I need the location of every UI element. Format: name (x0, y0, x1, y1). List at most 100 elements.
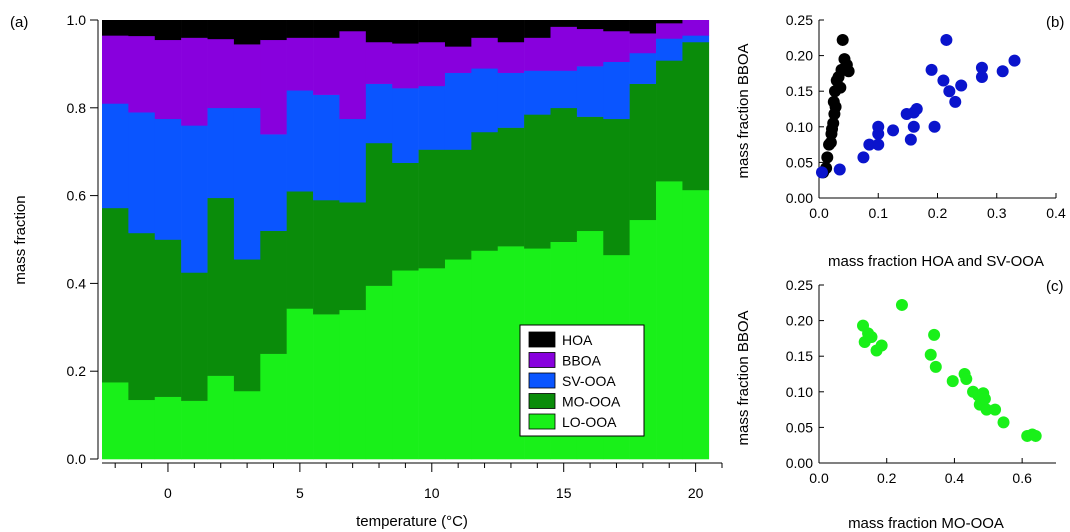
panel-b-points (815, 33, 1021, 179)
bar-hoa--2 (102, 20, 129, 36)
bar-lo-ooa-11 (444, 259, 472, 460)
bar-mo-ooa-7 (339, 202, 367, 311)
bar-sv-ooa-18 (629, 52, 657, 84)
panel-c-point-mo-ooa (997, 416, 1010, 429)
panel-b-point-hoa (836, 33, 849, 46)
bar-sv-ooa-6 (313, 94, 340, 201)
panel-c-point-mo-ooa (1029, 429, 1042, 442)
bar-bboa-9 (392, 43, 419, 89)
bar-lo-ooa-7 (339, 309, 367, 460)
panel-c-point-mo-ooa (960, 372, 973, 385)
bar-hoa-3 (233, 20, 261, 45)
panel-b-x-axis-label: mass fraction HOA and SV-OOA (828, 253, 1044, 270)
bar-bboa--2 (102, 35, 129, 104)
panel-c-point-mo-ooa (980, 403, 993, 416)
panel-b-y-tick-label: 0.10 (786, 119, 813, 135)
panel-c: (c) 0.00 0.05 0.10 0.15 0.20 0.25 0.0 0.2 0.4 0.6… (735, 277, 1064, 532)
panel-b-x-tick-label: 0.1 (869, 205, 889, 221)
panel-c-point-mo-ooa (928, 328, 941, 341)
bar-hoa--1 (128, 20, 156, 37)
panel-c-point-mo-ooa (929, 360, 942, 373)
bar-hoa-13 (497, 20, 525, 43)
bar-bboa-7 (339, 30, 367, 120)
bar-bboa-6 (313, 37, 340, 95)
panel-b-y-tick-label: 0.20 (786, 48, 813, 64)
bar-mo-ooa-6 (313, 199, 340, 315)
bar-hoa-5 (286, 20, 314, 38)
bar-mo-ooa-3 (233, 259, 261, 392)
bar-mo-ooa-11 (444, 149, 472, 260)
panel-c-y-tick-label: 0.00 (786, 455, 813, 471)
panel-a-y-tick-label: 1.0 (67, 12, 87, 28)
bar-bboa-3 (233, 44, 261, 109)
bar-lo-ooa-8 (365, 285, 393, 460)
bar-bboa-1 (181, 37, 208, 126)
bar-sv-ooa-3 (233, 107, 261, 260)
panel-a-y-tick-label: 0.0 (67, 451, 87, 467)
bar-hoa-6 (313, 20, 340, 38)
bar-sv-ooa-9 (392, 88, 419, 163)
panel-c-point-mo-ooa (989, 403, 1002, 416)
panel-b-point-sv-ooa (907, 120, 920, 133)
bar-lo-ooa-19 (656, 181, 683, 460)
bar-mo-ooa-13 (497, 127, 525, 247)
bar-mo-ooa-4 (260, 230, 287, 354)
panel-b-y-axis-label: mass fraction BBOA (735, 43, 752, 178)
legend-swatch-hoa (528, 331, 556, 348)
legend-swatch-lo-ooa (528, 413, 556, 430)
bar-bboa-19 (656, 23, 683, 39)
bar-mo-ooa-10 (418, 149, 446, 269)
bar-sv-ooa-14 (524, 70, 551, 115)
bar-mo-ooa-17 (603, 118, 630, 256)
panel-a-y-tick-label: 0.4 (67, 275, 87, 291)
bar-hoa-11 (444, 20, 472, 47)
bar-hoa-17 (603, 20, 630, 32)
panel-a-x-tick-label: 0 (164, 485, 172, 501)
panel-a-x-tick-label: 10 (424, 485, 440, 501)
panel-b-point-sv-ooa (955, 79, 968, 92)
legend-label-mo-ooa: MO-OOA (562, 394, 621, 410)
bar-bboa-4 (260, 39, 287, 135)
bar-hoa-4 (260, 20, 287, 41)
panel-b-point-hoa (834, 81, 847, 94)
bar-hoa-0 (154, 20, 182, 41)
bar-sv-ooa-10 (418, 85, 446, 150)
bar-hoa-2 (207, 20, 235, 40)
bar-sv-ooa--2 (102, 103, 129, 209)
bar-bboa-13 (497, 41, 525, 73)
panel-b-point-hoa (824, 136, 837, 149)
panel-c-point-mo-ooa (895, 298, 908, 311)
bar-lo-ooa-1 (181, 400, 208, 460)
panel-a-y-tick-label: 0.8 (67, 100, 87, 116)
panel-c-point-mo-ooa (946, 375, 959, 388)
panel-b: (b) 0.00 0.05 0.10 0.15 0.20 0.25 0.0 0.1 0.2 0.3… (735, 12, 1066, 270)
bar-hoa-8 (365, 20, 393, 43)
bar-lo-ooa-12 (471, 250, 499, 460)
panel-b-point-hoa (827, 117, 840, 130)
bar-sv-ooa-11 (444, 72, 472, 150)
bar-lo-ooa-4 (260, 353, 287, 460)
panel-b-point-hoa (842, 65, 855, 78)
bar-lo-ooa-3 (233, 390, 261, 460)
bar-lo-ooa-20 (682, 189, 710, 460)
panel-a: (a) 0.0 0.2 0.4 0.6 0.8 1.0 0 5 10 15 20 temperatu… (10, 12, 723, 530)
panel-c-x-tick-label: 0.4 (945, 470, 965, 486)
panel-b-point-sv-ooa (863, 138, 876, 151)
panel-c-y-tick-label: 0.05 (786, 419, 813, 435)
panel-b-x-tick-label: 0.3 (987, 205, 1007, 221)
panel-b-y-tick-label: 0.25 (786, 12, 813, 28)
panel-b-x-tick-label: 0.2 (928, 205, 948, 221)
bar-mo-ooa-5 (286, 191, 314, 309)
panel-b-point-sv-ooa (872, 127, 885, 140)
bar-hoa-10 (418, 20, 446, 43)
panel-b-point-sv-ooa (943, 85, 956, 98)
bar-bboa-11 (444, 46, 472, 73)
panel-c-label: (c) (1046, 278, 1064, 295)
panel-a-y-axis-label: mass fraction (12, 195, 29, 284)
bar-hoa-7 (339, 20, 367, 32)
panel-c-points (857, 298, 1042, 442)
bar-hoa-16 (576, 20, 604, 30)
panel-c-y-axis-label: mass fraction BBOA (735, 310, 752, 445)
panel-a-y-tick-label: 0.2 (67, 363, 87, 379)
